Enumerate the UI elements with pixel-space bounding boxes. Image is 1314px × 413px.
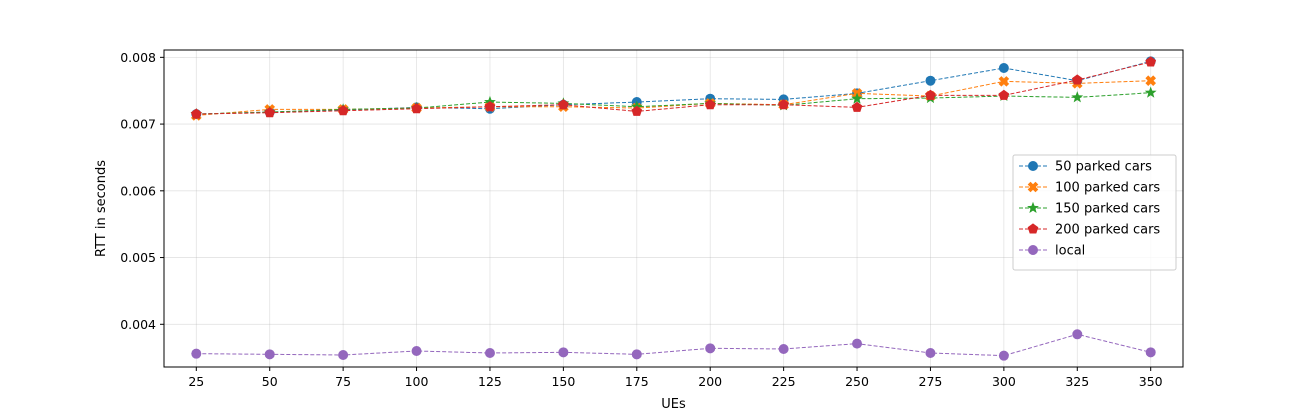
data-point-150-parked-cars <box>1071 91 1084 103</box>
x-tick-label: 300 <box>992 374 1016 389</box>
data-point-50-parked-cars <box>925 75 936 86</box>
y-axis-title: RTT in seconds <box>94 160 109 257</box>
legend-entry-local: local <box>1019 244 1085 259</box>
y-tick-label: 0.006 <box>120 183 156 198</box>
data-point-200-parked-cars <box>411 103 422 114</box>
legend-entry-150-parked-cars: 150 parked cars <box>1019 202 1160 217</box>
y-tick-label: 0.007 <box>120 117 156 132</box>
x-tick-label: 250 <box>845 374 869 389</box>
data-point-200-parked-cars <box>778 99 789 110</box>
x-tick-label: 275 <box>919 374 943 389</box>
data-point-100-parked-cars-arm <box>998 76 1010 87</box>
series-200-parked-cars <box>190 56 1157 119</box>
data-point-local <box>1145 347 1156 358</box>
data-point-200-parked-cars <box>925 89 936 100</box>
x-tick-label: 325 <box>1065 374 1089 389</box>
data-point-50-parked-cars <box>998 63 1009 74</box>
data-point-local <box>484 347 495 358</box>
data-point-100-parked-cars <box>1145 75 1157 87</box>
x-tick-label: 175 <box>625 374 649 389</box>
x-tick-label: 200 <box>698 374 722 389</box>
data-point-local <box>411 345 422 356</box>
data-point-200-parked-cars <box>484 101 496 112</box>
y-tick-label: 0.008 <box>120 50 156 65</box>
legend-label: local <box>1055 244 1085 259</box>
legend: 50 parked cars 100 parked cars 150 parked … <box>1012 154 1177 271</box>
legend-marker <box>1028 245 1038 255</box>
data-point-150-parked-cars <box>851 92 863 104</box>
data-point-200-parked-cars <box>704 99 716 110</box>
data-point-100-parked-cars <box>998 76 1010 87</box>
legend-entry-200-parked-cars: 200 parked cars <box>1019 223 1160 238</box>
data-point-local <box>558 347 569 358</box>
series-group <box>190 56 1157 361</box>
data-point-200-parked-cars <box>1145 56 1157 67</box>
x-tick-label: 100 <box>405 374 429 389</box>
data-point-local <box>264 349 275 360</box>
legend-marker <box>1027 201 1039 214</box>
data-point-local <box>338 349 349 360</box>
y-tick-label: 0.005 <box>120 250 156 265</box>
data-point-100-parked-cars-arm <box>1145 75 1157 87</box>
data-point-local <box>925 347 936 358</box>
legend-entry-50-parked-cars: 50 parked cars <box>1019 160 1152 175</box>
data-point-200-parked-cars <box>558 99 569 110</box>
data-point-local <box>191 348 202 359</box>
legend-marker <box>1027 223 1039 234</box>
data-point-local <box>631 349 642 360</box>
data-point-200-parked-cars <box>337 105 349 116</box>
data-point-local <box>998 350 1009 361</box>
x-tick-label: 50 <box>262 374 278 389</box>
series-local <box>191 329 1156 361</box>
data-point-200-parked-cars <box>851 101 863 112</box>
legend-marker <box>1028 161 1038 171</box>
plot-frame <box>163 49 1184 368</box>
data-point-local <box>705 343 716 354</box>
data-point-200-parked-cars <box>264 107 276 118</box>
x-tick-label: 75 <box>335 374 351 389</box>
x-axis-title: UEs <box>661 397 686 412</box>
series-line-local <box>196 333 1151 357</box>
legend-entry-100-parked-cars: 100 parked cars <box>1019 181 1160 196</box>
x-tick-label: 125 <box>478 374 502 389</box>
x-tick-label: 25 <box>188 374 204 389</box>
legend-label: 200 parked cars <box>1055 223 1160 238</box>
data-point-200-parked-cars <box>190 108 202 119</box>
data-point-local <box>778 343 789 354</box>
legend-label: 150 parked cars <box>1055 202 1160 217</box>
data-point-200-parked-cars <box>1071 74 1083 85</box>
data-point-local <box>1072 329 1083 340</box>
legend-label: 100 parked cars <box>1055 181 1160 196</box>
legend-label: 50 parked cars <box>1055 160 1152 175</box>
legend-marker-arm <box>1027 181 1039 193</box>
data-point-150-parked-cars <box>1144 86 1157 98</box>
data-point-200-parked-cars <box>631 105 643 116</box>
legend-marker <box>1027 181 1039 193</box>
data-point-local <box>852 338 863 349</box>
series-line-150-parked-cars <box>196 92 1151 115</box>
legend-box <box>1012 154 1177 271</box>
data-point-200-parked-cars <box>998 89 1010 100</box>
x-tick-label: 150 <box>551 374 575 389</box>
x-tick-label: 225 <box>772 374 796 389</box>
series-line-200-parked-cars <box>196 61 1151 115</box>
y-tick-label: 0.004 <box>120 317 156 332</box>
x-tick-label: 350 <box>1139 374 1163 389</box>
axes: 25 50 75 100 125 150 175 200 225 250 275 300 325 350 0… <box>120 50 1162 389</box>
